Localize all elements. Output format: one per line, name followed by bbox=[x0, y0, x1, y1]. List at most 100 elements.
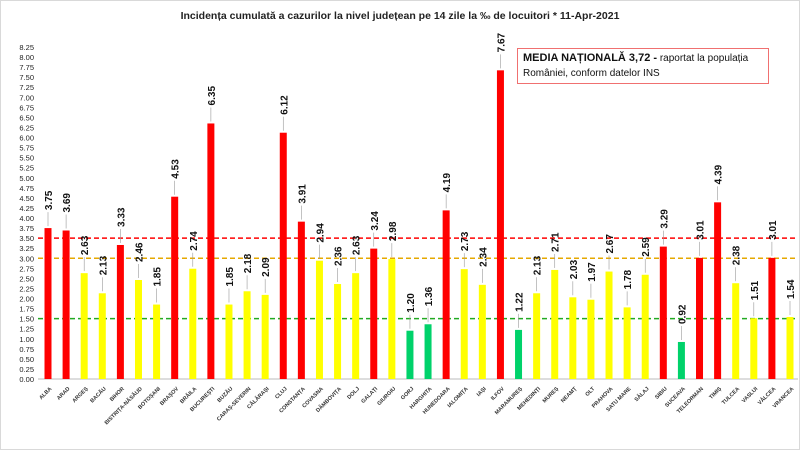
data-label: 2.94 bbox=[315, 223, 326, 243]
bar bbox=[460, 269, 468, 379]
bar bbox=[80, 273, 88, 379]
x-tick-label: MUREȘ bbox=[542, 386, 561, 405]
data-label: 4.19 bbox=[442, 172, 453, 192]
x-tick-label: IAȘI bbox=[476, 386, 488, 398]
bar bbox=[623, 307, 631, 379]
data-label: 3.91 bbox=[297, 184, 308, 204]
data-label: 2.74 bbox=[189, 231, 200, 251]
y-tick-label: 6.00 bbox=[19, 134, 34, 143]
bar bbox=[515, 329, 523, 379]
x-tick-label: SIBIU bbox=[654, 386, 669, 401]
y-tick-label: 5.00 bbox=[19, 174, 34, 183]
bar bbox=[677, 341, 685, 379]
bar bbox=[533, 293, 541, 379]
bar bbox=[279, 132, 287, 379]
data-label: 3.01 bbox=[696, 220, 707, 240]
data-label: 2.67 bbox=[605, 234, 616, 254]
data-label: 2.03 bbox=[569, 259, 580, 279]
data-label: 2.13 bbox=[98, 255, 109, 275]
data-label: 4.39 bbox=[714, 164, 725, 184]
data-label: 2.09 bbox=[261, 257, 272, 277]
bar bbox=[496, 70, 504, 379]
bar bbox=[98, 293, 106, 379]
bar bbox=[153, 304, 161, 379]
data-label: 1.54 bbox=[786, 279, 797, 299]
y-tick-label: 6.75 bbox=[19, 103, 34, 112]
bar bbox=[297, 221, 305, 379]
data-label: 1.20 bbox=[406, 293, 417, 313]
data-label: 1.78 bbox=[623, 269, 634, 289]
bar bbox=[641, 274, 649, 379]
bar bbox=[62, 230, 70, 379]
bar bbox=[732, 283, 740, 379]
bar bbox=[478, 284, 486, 379]
x-tick-label: TULCEA bbox=[721, 386, 741, 406]
data-label: 2.59 bbox=[641, 237, 652, 257]
bar bbox=[786, 317, 794, 379]
x-tick-label: BRAȘOV bbox=[159, 386, 180, 407]
data-label: 1.51 bbox=[750, 280, 761, 300]
y-tick-label: 8.25 bbox=[19, 43, 34, 52]
data-label: 3.24 bbox=[370, 211, 381, 231]
y-tick-label: 7.50 bbox=[19, 73, 34, 82]
y-tick-label: 3.50 bbox=[19, 234, 34, 243]
national-average-label: MEDIA NAȚIONALĂ 3,72 - bbox=[523, 52, 658, 64]
x-tick-label: ALBA bbox=[38, 386, 53, 401]
data-label: 2.46 bbox=[134, 242, 145, 262]
data-label: 1.36 bbox=[424, 286, 435, 306]
x-tick-label: TIMIȘ bbox=[708, 386, 723, 401]
bar bbox=[334, 284, 342, 379]
bar bbox=[225, 304, 233, 379]
bar bbox=[768, 257, 776, 379]
data-label: 4.53 bbox=[171, 159, 182, 179]
x-tick-label: BIHOR bbox=[109, 386, 126, 403]
data-label: 3.01 bbox=[768, 220, 779, 240]
y-tick-label: 2.00 bbox=[19, 295, 34, 304]
x-tick-label: OLT bbox=[585, 386, 597, 398]
x-tick-label: SĂLAJ bbox=[633, 385, 651, 403]
bar bbox=[243, 291, 251, 379]
bar bbox=[116, 244, 124, 379]
bar bbox=[605, 271, 613, 379]
y-tick-label: 4.25 bbox=[19, 204, 34, 213]
bar bbox=[370, 248, 378, 379]
data-label: 6.12 bbox=[279, 95, 290, 115]
data-label: 2.71 bbox=[551, 232, 562, 252]
x-tick-label: ILFOV bbox=[490, 386, 506, 402]
data-label: 3.75 bbox=[44, 190, 55, 210]
bar bbox=[424, 324, 432, 379]
x-tick-label: NEAMȚ bbox=[560, 386, 579, 405]
y-tick-label: 0.75 bbox=[19, 345, 34, 354]
x-tick-label: BUZĂU bbox=[216, 385, 235, 404]
data-label: 3.33 bbox=[116, 207, 127, 227]
y-tick-label: 2.25 bbox=[19, 284, 34, 293]
data-label: 1.97 bbox=[587, 262, 598, 282]
x-tick-label: GORJ bbox=[400, 386, 415, 401]
bar bbox=[315, 260, 323, 379]
y-tick-label: 3.75 bbox=[19, 224, 34, 233]
bar bbox=[44, 228, 52, 379]
y-tick-label: 3.25 bbox=[19, 244, 34, 253]
y-tick-label: 7.25 bbox=[19, 83, 34, 92]
data-label: 3.69 bbox=[62, 193, 73, 213]
bar bbox=[551, 269, 559, 379]
y-tick-label: 7.00 bbox=[19, 93, 34, 102]
bar bbox=[714, 202, 722, 379]
y-tick-label: 0.50 bbox=[19, 355, 34, 364]
bar bbox=[134, 280, 142, 379]
data-label: 2.73 bbox=[460, 231, 471, 251]
y-tick-label: 1.50 bbox=[19, 315, 34, 324]
bar bbox=[442, 210, 450, 379]
y-tick-label: 3.00 bbox=[19, 254, 34, 263]
x-tick-label: ARAD bbox=[56, 386, 71, 401]
data-label: 2.38 bbox=[732, 245, 743, 265]
y-tick-label: 5.50 bbox=[19, 154, 34, 163]
y-tick-label: 6.50 bbox=[19, 113, 34, 122]
x-tick-label: GIURGIU bbox=[376, 386, 397, 407]
data-label: 6.35 bbox=[207, 86, 218, 106]
data-label: 3.29 bbox=[659, 209, 670, 229]
bar bbox=[388, 259, 396, 379]
data-label: 2.63 bbox=[352, 235, 363, 255]
data-label: 1.22 bbox=[515, 292, 526, 312]
